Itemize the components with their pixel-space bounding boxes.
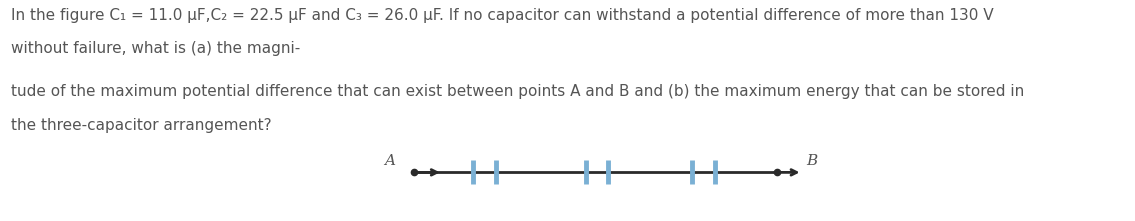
Text: In the figure C₁ = 11.0 μF,C₂ = 22.5 μF and C₃ = 26.0 μF. If no capacitor can wi: In the figure C₁ = 11.0 μF,C₂ = 22.5 μF … [11, 8, 994, 23]
Text: the three-capacitor arrangement?: the three-capacitor arrangement? [11, 118, 272, 133]
Text: B: B [806, 154, 817, 168]
Text: without failure, what is (a) the magni-: without failure, what is (a) the magni- [11, 41, 301, 56]
Text: A: A [384, 154, 395, 168]
Text: tude of the maximum potential difference that can exist between points A and B a: tude of the maximum potential difference… [11, 84, 1025, 99]
